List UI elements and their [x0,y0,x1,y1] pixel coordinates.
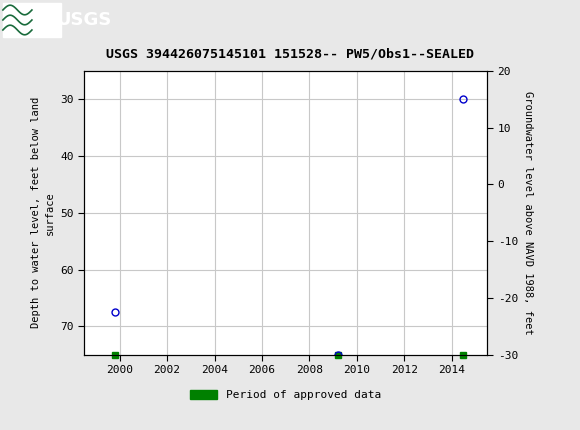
Bar [3,3,61,37]
Y-axis label: Depth to water level, feet below land
surface: Depth to water level, feet below land su… [31,97,55,329]
Text: USGS: USGS [56,11,112,29]
Legend: Period of approved data: Period of approved data [185,385,386,405]
Text: USGS 394426075145101 151528-- PW5/Obs1--SEALED: USGS 394426075145101 151528-- PW5/Obs1--… [106,47,474,60]
Y-axis label: Groundwater level above NAVD 1988, feet: Groundwater level above NAVD 1988, feet [523,91,534,335]
